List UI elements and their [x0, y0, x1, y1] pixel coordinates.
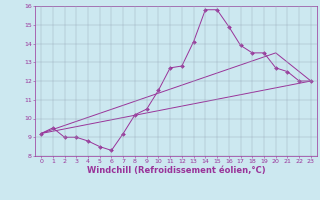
X-axis label: Windchill (Refroidissement éolien,°C): Windchill (Refroidissement éolien,°C) — [87, 166, 265, 175]
